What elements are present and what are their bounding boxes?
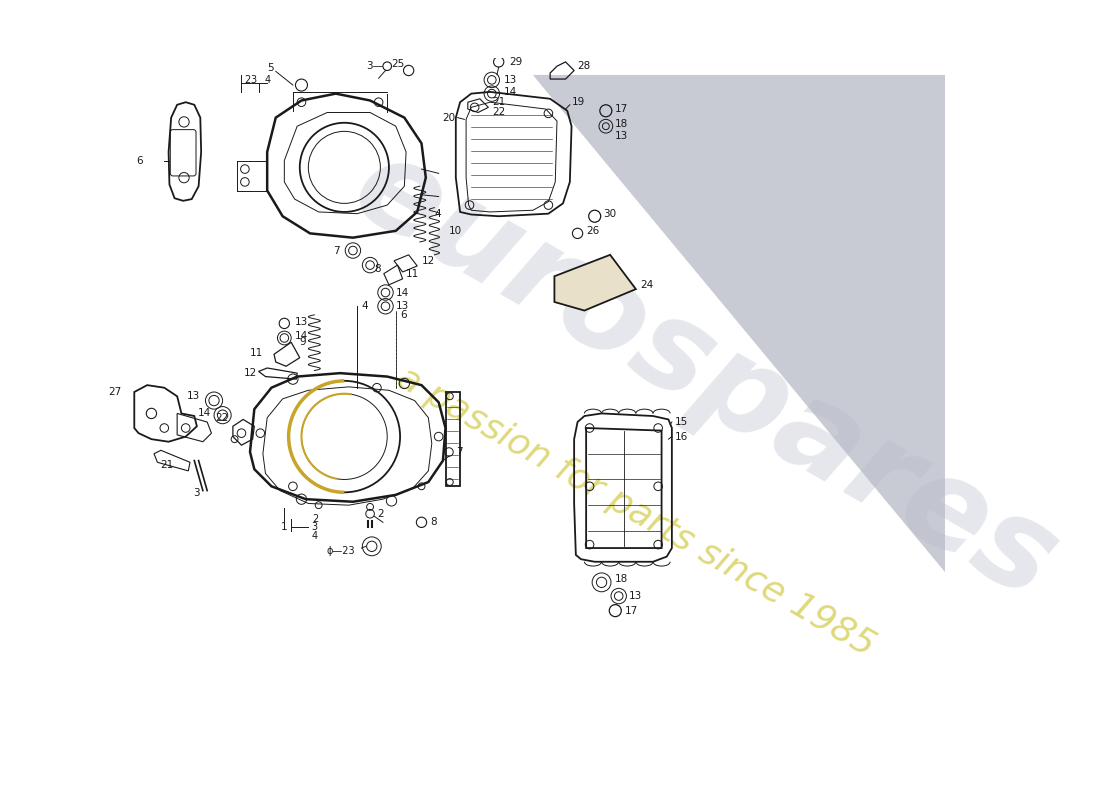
Text: 16: 16 (674, 431, 688, 442)
Text: 14: 14 (504, 87, 517, 97)
Text: 24: 24 (640, 280, 653, 290)
Polygon shape (554, 255, 636, 310)
Text: 4: 4 (362, 302, 369, 311)
Text: 18: 18 (615, 574, 628, 584)
Text: 19: 19 (572, 98, 585, 107)
Text: 17: 17 (625, 606, 638, 616)
Text: 4: 4 (265, 75, 271, 85)
Polygon shape (534, 74, 945, 572)
Text: 11: 11 (250, 347, 263, 358)
Text: 6: 6 (136, 155, 143, 166)
Text: 17: 17 (615, 104, 628, 114)
Text: 3—: 3— (366, 61, 383, 71)
Text: 3: 3 (311, 522, 318, 533)
Text: eurospares: eurospares (332, 125, 1077, 625)
Text: 6: 6 (400, 310, 407, 320)
Text: 3: 3 (250, 75, 256, 85)
Text: 4: 4 (311, 531, 318, 541)
Text: 12: 12 (243, 368, 257, 378)
Text: 13: 13 (295, 317, 308, 326)
Text: 13: 13 (629, 591, 642, 601)
Text: 7: 7 (333, 246, 340, 255)
Text: 22: 22 (216, 413, 229, 422)
Text: 13: 13 (396, 302, 409, 311)
Text: 26: 26 (586, 226, 600, 236)
Text: a passion for parts since 1985: a passion for parts since 1985 (390, 361, 881, 663)
Text: 27: 27 (108, 387, 121, 397)
Text: 21: 21 (160, 460, 174, 470)
Text: 3: 3 (194, 488, 200, 498)
Text: 22: 22 (492, 107, 505, 118)
Text: 18: 18 (615, 119, 628, 130)
Text: 5: 5 (267, 63, 274, 73)
Text: 9: 9 (299, 338, 306, 347)
Text: 10: 10 (449, 226, 462, 236)
Text: 13: 13 (187, 391, 200, 402)
Text: 11: 11 (406, 269, 419, 278)
Text: 8: 8 (374, 264, 381, 274)
Text: 8: 8 (430, 518, 437, 527)
Text: 1: 1 (280, 522, 287, 533)
Text: 28: 28 (578, 61, 591, 71)
Text: ϕ—23: ϕ—23 (326, 546, 354, 556)
Text: 20: 20 (442, 113, 455, 122)
Text: 12: 12 (421, 256, 434, 266)
Text: 13: 13 (615, 131, 628, 142)
Text: 4: 4 (434, 209, 441, 218)
Text: 29: 29 (509, 57, 522, 67)
Text: 2: 2 (244, 75, 251, 85)
Text: 7: 7 (455, 447, 462, 457)
Text: 30: 30 (603, 209, 616, 218)
Text: 14: 14 (396, 287, 409, 298)
Text: 2: 2 (377, 509, 384, 518)
Text: 14: 14 (197, 407, 210, 418)
Text: 2: 2 (311, 514, 318, 524)
Text: 14: 14 (295, 331, 308, 342)
Text: 13: 13 (504, 75, 517, 85)
Text: 15: 15 (674, 417, 688, 427)
Text: 21: 21 (492, 98, 505, 107)
Text: 25: 25 (392, 58, 405, 69)
